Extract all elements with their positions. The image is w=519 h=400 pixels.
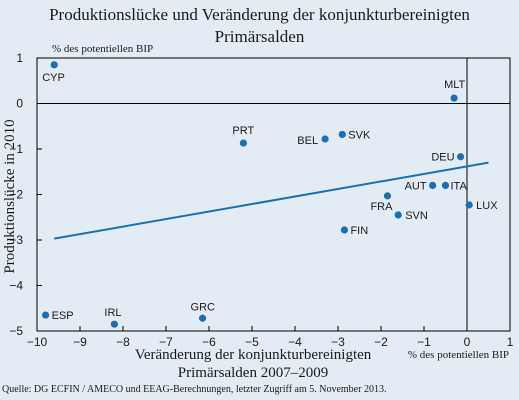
plot-border	[36, 57, 511, 332]
point-label-fin: FIN	[350, 225, 368, 237]
x-unit-label: % des potentiellen BIP	[408, 349, 509, 361]
trend-line	[54, 161, 489, 240]
point-lux	[465, 201, 473, 209]
point-svn	[394, 211, 402, 219]
y-tick-label: −4	[9, 279, 23, 293]
y-tick-label: −1	[9, 142, 23, 156]
x-tick-label: 1	[507, 335, 514, 349]
x-tick-label: −5	[245, 335, 259, 349]
point-ita	[441, 181, 450, 189]
point-cyp	[50, 61, 58, 69]
x-tick-label: −8	[116, 335, 130, 349]
point-fra	[383, 192, 392, 200]
point-label-prt: PRT	[232, 125, 254, 137]
x-tick-label: −4	[288, 335, 302, 349]
point-svk	[338, 130, 346, 139]
y-tick-label: −2	[9, 188, 23, 202]
point-label-esp: ESP	[52, 310, 74, 322]
x-tick-label: 0	[464, 335, 471, 349]
y-unit-label: % des potentiellen BIP	[52, 43, 153, 55]
x-tick-label: −3	[331, 335, 345, 349]
point-mlt	[450, 94, 458, 102]
point-label-fra: FRA	[370, 201, 393, 213]
point-label-deu: DEU	[431, 152, 454, 164]
point-label-grc: GRC	[191, 301, 216, 313]
point-label-svk: SVK	[348, 129, 371, 141]
point-label-svn: SVN	[405, 210, 428, 222]
x-axis-title-line2: Primärsalden 2007–2009	[178, 365, 328, 381]
point-label-ita: ITA	[451, 180, 468, 192]
x-tick-label: −1	[417, 335, 431, 349]
point-prt	[239, 139, 247, 147]
point-label-lux: LUX	[476, 200, 498, 212]
y-tick-label: 1	[16, 51, 23, 65]
x-axis-title-line1: Veränderung der konjunkturbereinigten	[135, 347, 372, 363]
point-esp	[42, 311, 50, 319]
x-tick-label: −10	[27, 335, 48, 349]
point-grc	[198, 314, 207, 322]
point-irl	[110, 320, 118, 328]
point-bel	[321, 135, 329, 143]
point-deu	[456, 153, 465, 161]
point-label-irl: IRL	[104, 307, 121, 319]
y-tick-label: 0	[16, 97, 23, 111]
x-tick-label: −2	[374, 335, 388, 349]
source-note: Quelle: DG ECFIN / AMECO und EEAG-Berech…	[2, 384, 387, 395]
point-label-cyp: CYP	[42, 72, 65, 84]
point-aut	[429, 181, 437, 189]
point-label-bel: BEL	[297, 135, 318, 147]
x-tick-label: −6	[202, 335, 216, 349]
chart-title-line1: Produktionslücke und Veränderung der kon…	[49, 5, 470, 24]
point-label-aut: AUT	[405, 180, 427, 192]
point-label-mlt: MLT	[444, 79, 465, 91]
y-tick-label: −3	[9, 233, 23, 247]
chart-title: Produktionslücke und Veränderung der kon…	[0, 4, 519, 48]
x-tick-label: −7	[159, 335, 173, 349]
x-tick-label: −9	[73, 335, 87, 349]
chart-title-line2: Primärsalden	[214, 27, 305, 46]
y-axis-title: Produktionslücke in 2010	[2, 119, 18, 273]
point-fin	[340, 226, 349, 234]
y-tick-label: −5	[9, 324, 23, 338]
